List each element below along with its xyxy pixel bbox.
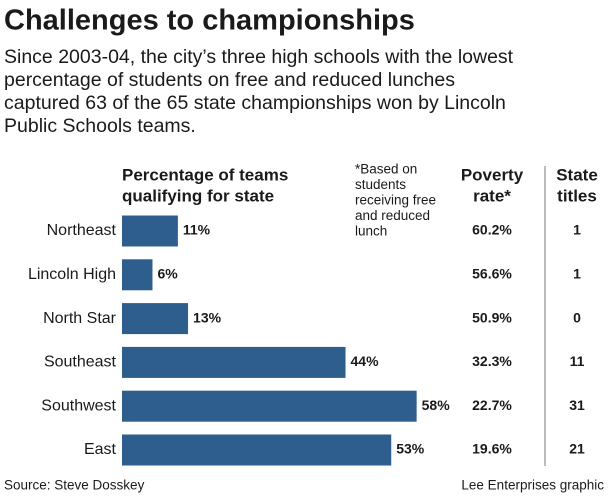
bar [122, 215, 178, 247]
poverty-header: rate* [473, 186, 511, 205]
poverty-header: Poverty [461, 165, 524, 184]
poverty-rate: 32.3% [472, 353, 512, 369]
bar [122, 303, 189, 335]
note-line: *Based on [355, 162, 417, 177]
note-line: lunch [355, 224, 387, 239]
state-titles: 0 [573, 309, 581, 325]
bar [122, 259, 153, 291]
value-header: qualifying for state [122, 186, 274, 205]
source: Source: Steve Dosskey [4, 478, 145, 493]
state-titles: 1 [573, 266, 581, 282]
bar [122, 346, 346, 378]
bar [122, 390, 417, 422]
value-label: 6% [157, 266, 178, 282]
value-label: 44% [351, 353, 380, 369]
bar [122, 434, 392, 466]
note-line: receiving free [355, 193, 436, 208]
state-titles: 31 [569, 397, 585, 413]
poverty-rate: 56.6% [472, 266, 512, 282]
subtitle-line: captured 63 of the 65 state championship… [4, 92, 506, 114]
category-label: North Star [43, 310, 117, 327]
subtitle-line: Since 2003-04, the city’s three high sch… [4, 46, 514, 68]
state-titles: 21 [569, 441, 585, 457]
credit: Lee Enterprises graphic [461, 478, 604, 493]
poverty-rate: 19.6% [472, 441, 512, 457]
poverty-rate: 50.9% [472, 309, 512, 325]
category-label: East [84, 441, 117, 458]
value-label: 11% [183, 222, 211, 238]
poverty-rate: 22.7% [472, 397, 512, 413]
state-titles: 1 [573, 222, 581, 238]
note-line: and reduced [355, 208, 430, 223]
chart-title: Challenges to championships [4, 5, 415, 37]
category-label: Lincoln High [28, 266, 116, 283]
category-label: Southwest [41, 397, 116, 414]
state-titles: 11 [570, 353, 585, 369]
category-label: Northeast [47, 222, 117, 239]
value-label: 58% [422, 397, 451, 413]
poverty-rate: 60.2% [472, 222, 512, 238]
value-label: 13% [193, 309, 222, 325]
value-label: 53% [396, 441, 425, 457]
note-line: students [355, 177, 406, 192]
subtitle-line: percentage of students on free and reduc… [4, 69, 455, 91]
subtitle-line: Public Schools teams. [4, 115, 196, 137]
value-header: Percentage of teams [122, 165, 288, 184]
titles-header: State [556, 165, 598, 184]
titles-header: titles [557, 186, 597, 205]
category-label: Southeast [44, 354, 117, 371]
